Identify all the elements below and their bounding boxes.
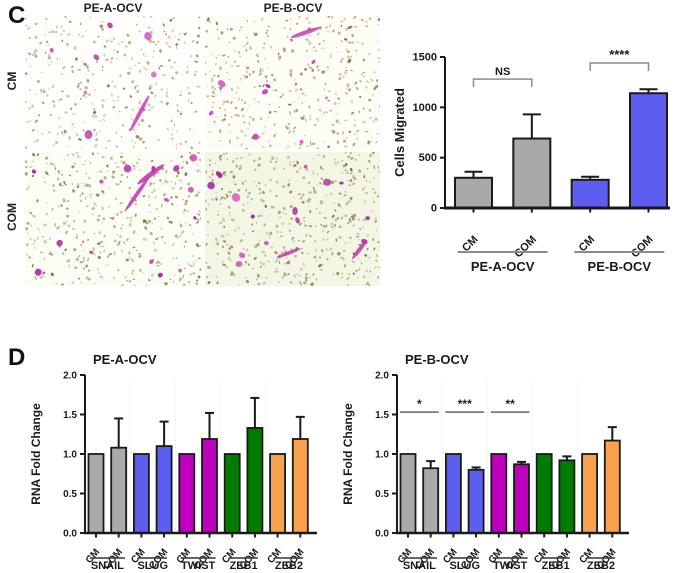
significance-label: * [417, 397, 422, 411]
bar-slug-cm [445, 453, 462, 534]
micrograph-image [205, 152, 380, 286]
bar-twist-cm [178, 453, 196, 534]
bar-pe-b-ocv-cm [570, 178, 610, 210]
panel-c-label: C [8, 2, 26, 29]
y-tick-label: 0.0 [63, 529, 77, 540]
bar-pe-a-ocv-com [512, 137, 552, 209]
migrated-cells [49, 22, 157, 140]
bar-snail-com [422, 467, 440, 534]
micrograph-cm-pe-b-ocv [205, 16, 380, 149]
micrograph-image [205, 16, 380, 149]
x-tick-label: COM [629, 234, 656, 261]
significance-label: ** [505, 397, 515, 411]
bar-twist-com [513, 463, 530, 534]
significance-bracket [472, 78, 533, 88]
y-tick-label: 1.5 [375, 410, 389, 421]
bar-snail-cm [87, 453, 105, 534]
bar-slug-com [155, 445, 173, 534]
bar-slug-cm [133, 453, 150, 534]
cell-streak [290, 27, 320, 38]
membrane-pores [205, 152, 380, 286]
micrograph-com-pe-b-ocv [205, 152, 380, 286]
y-axis-title: Cells Migrated [392, 88, 407, 177]
significance-label: NS [495, 66, 510, 78]
y-axis-title: RNA Fold Change [341, 403, 355, 505]
significance-bracket [589, 62, 650, 72]
bar-twist-com [201, 438, 218, 534]
bar-zeb2-com [291, 438, 309, 534]
group-label: PE-A-OCV [471, 259, 535, 274]
y-tick-label: 1.5 [63, 410, 77, 421]
micrograph-cm-pe-a-ocv [25, 16, 201, 149]
y-tick-label: 500 [419, 152, 437, 164]
cell-streak [129, 95, 150, 132]
bar-pe-b-ocv-com [628, 92, 668, 209]
bar-snail-cm [399, 453, 417, 534]
y-tick-label: 1000 [413, 102, 437, 114]
bar-zeb2-com [603, 439, 621, 534]
gene-label: SLUG [449, 560, 480, 572]
membrane-pores [25, 16, 201, 149]
gene-label: ZEB2 [275, 560, 303, 572]
bar-snail-com [110, 446, 128, 534]
cell-streak [137, 164, 165, 185]
group-label: PE-B-OCV [588, 259, 652, 274]
y-tick-label: 0 [431, 203, 437, 215]
bar-pe-a-ocv-cm [454, 176, 493, 210]
panel-d-label: D [8, 344, 26, 371]
column-header-pe-b-ocv: PE-B-OCV [263, 1, 323, 15]
column-header-pe-a-ocv: PE-A-OCV [83, 1, 143, 15]
migrated-cells [207, 164, 371, 268]
y-tick-label: 1.0 [375, 450, 389, 461]
bar-twist-cm [490, 453, 508, 534]
micrograph-com-pe-a-ocv [25, 152, 201, 286]
bar-zeb1-cm [535, 453, 553, 534]
gene-label: ZEB2 [587, 560, 615, 572]
cell-streak [352, 240, 367, 259]
micrograph-background [205, 16, 380, 149]
cell-streak [276, 248, 301, 258]
gene-label: SLUG [137, 560, 168, 572]
bar-zeb1-com [246, 427, 264, 534]
y-tick-label: 1500 [413, 52, 437, 64]
cell-streak [124, 175, 150, 212]
y-tick-label: 0.0 [375, 529, 389, 540]
gene-label: SNAIL [403, 560, 436, 572]
migrated-cells [208, 27, 328, 144]
y-tick-label: 1.0 [63, 450, 77, 461]
bar-zeb1-cm [223, 453, 241, 534]
bar-slug-com [467, 468, 485, 534]
x-tick-label: COM [512, 234, 539, 261]
y-axis-title: RNA Fold Change [29, 403, 43, 505]
y-tick-label: 0.5 [63, 489, 77, 500]
row-label-cm: CM [5, 71, 19, 91]
row-label-com: COM [5, 203, 19, 231]
gene-label: TWIST [181, 560, 215, 572]
y-tick-label: 0.5 [375, 489, 389, 500]
bar-zeb2-cm [269, 453, 287, 534]
y-tick-label: 2.0 [375, 371, 389, 382]
y-tick-label: 2.0 [63, 371, 77, 382]
chart-title: PE-A-OCV [93, 352, 157, 367]
chart-title: PE-B-OCV [405, 352, 469, 367]
migrated-cells [31, 154, 198, 278]
significance-label: **** [609, 47, 630, 62]
gene-label: SNAIL [91, 560, 124, 572]
micrograph-image [25, 16, 201, 149]
gene-label: ZEB1 [229, 560, 257, 572]
bar-zeb1-com [558, 459, 576, 534]
micrograph-image [25, 152, 201, 286]
micrograph-background [25, 16, 201, 149]
gene-label: ZEB1 [541, 560, 569, 572]
significance-label: *** [458, 397, 472, 411]
membrane-pores [25, 152, 201, 286]
bar-zeb2-cm [581, 453, 599, 534]
gene-label: TWIST [493, 560, 527, 572]
